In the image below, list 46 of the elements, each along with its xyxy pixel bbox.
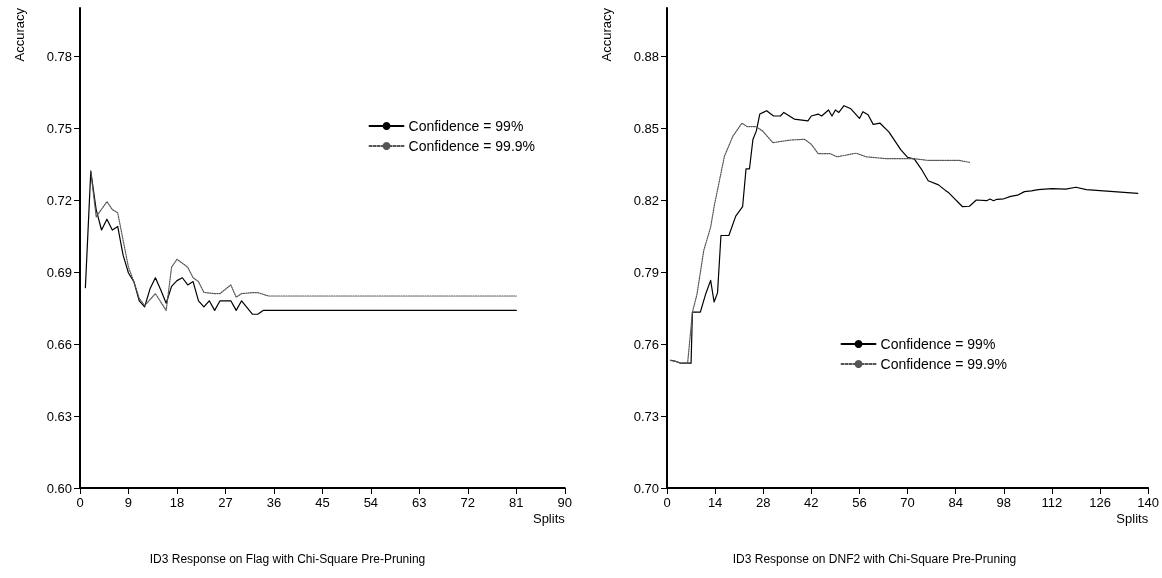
y-axis-title: Accuracy [12,7,27,62]
x-tick-label: 42 [804,495,819,510]
y-tick-label: 0.60 [46,480,72,496]
x-tick-label: 0 [76,495,84,510]
x-tick-label: 0 [663,495,671,510]
legend-label: Confidence = 99.9% [880,356,1008,372]
text: ID3 Response on DNF2 with Chi-Square Pre-Pruning [732,552,1017,566]
text: ID3 Response on Flag with Chi-Square Pre-Pruning [149,552,426,566]
x-tick-label: 28 [756,495,771,510]
x-tick-label: 9 [124,495,133,510]
x-tick-label: 63 [412,495,427,510]
y-tick-label: 0.85 [633,120,659,136]
x-tick-label: 14 [707,495,723,510]
y-tick-label: 0.76 [633,336,659,352]
x-tick-label: 112 [1041,495,1063,510]
y-tick-label: 0.63 [46,408,72,424]
y-tick-label: 0.69 [46,264,72,280]
y-tick-label: 0.78 [46,48,72,64]
y-tick-label: 0.70 [633,480,659,496]
x-tick-label: 126 [1089,495,1111,510]
x-tick-label: 98 [996,495,1012,510]
x-axis-title: Splits [532,511,566,526]
y-tick-label: 0.79 [633,264,659,280]
y-tick-label: 0.82 [633,192,659,208]
legend-label: Confidence = 99% [880,336,996,352]
legend-label: Confidence = 99% [408,118,524,134]
x-axis-title: Splits [1116,511,1149,526]
x-tick-label: 27 [218,495,233,510]
x-tick-label: 140 [1137,495,1160,510]
y-tick-label: 0.66 [46,336,72,352]
x-tick-label: 81 [509,495,524,510]
x-tick-label: 56 [852,495,867,510]
x-tick-label: 45 [315,495,330,510]
x-tick-label: 18 [169,495,185,510]
y-tick-label: 0.72 [46,192,72,208]
y-tick-label: 0.88 [633,48,659,64]
y-tick-label: 0.73 [633,408,659,424]
x-tick-label: 54 [363,495,379,510]
x-tick-label: 36 [266,495,282,510]
x-tick-label: 72 [460,495,476,510]
y-tick-label: 0.75 [46,120,72,136]
y-axis-title: Accuracy [599,7,614,62]
x-tick-label: 84 [948,495,963,510]
x-tick-label: 90 [557,495,572,510]
x-tick-label: 70 [900,495,915,510]
legend-label: Confidence = 99.9% [408,138,536,154]
